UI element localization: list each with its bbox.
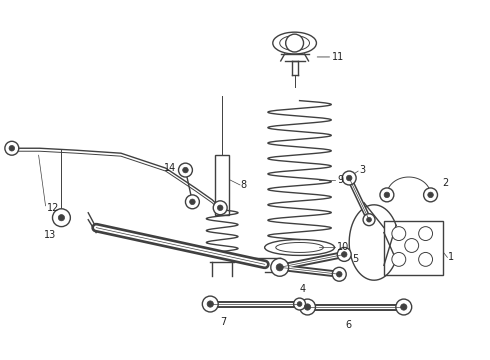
Text: 5: 5 [352,255,358,264]
Text: 3: 3 [359,165,365,175]
Circle shape [52,209,71,227]
Circle shape [384,192,390,198]
Text: 14: 14 [164,163,176,173]
Circle shape [178,163,193,177]
Text: 12: 12 [47,203,59,213]
Text: 6: 6 [345,320,351,330]
Circle shape [218,205,223,211]
Circle shape [401,304,407,310]
Circle shape [342,171,356,185]
Circle shape [297,302,302,306]
Bar [384,221,443,275]
Text: 11: 11 [332,52,344,62]
Circle shape [380,188,394,202]
Text: 7: 7 [220,317,226,327]
Circle shape [428,192,433,198]
Circle shape [418,252,433,266]
Circle shape [299,299,316,315]
Circle shape [276,264,283,271]
Circle shape [207,301,214,307]
Circle shape [183,167,188,173]
Circle shape [363,214,375,226]
Circle shape [392,227,406,240]
Circle shape [346,175,352,181]
Circle shape [367,217,371,222]
Text: 8: 8 [240,180,246,190]
Circle shape [342,252,347,257]
Circle shape [202,296,218,312]
Circle shape [392,252,406,266]
Circle shape [332,267,346,281]
Circle shape [185,195,199,209]
Bar [215,155,229,215]
Circle shape [190,199,195,204]
Circle shape [294,298,306,310]
Text: 10: 10 [337,243,349,252]
Text: 1: 1 [448,252,455,262]
Circle shape [58,215,65,221]
Text: 4: 4 [299,284,306,294]
Circle shape [5,141,19,155]
Circle shape [337,271,342,277]
Circle shape [337,247,351,261]
Text: 13: 13 [44,230,56,239]
Circle shape [396,299,412,315]
Circle shape [286,34,303,52]
Circle shape [418,227,433,240]
Circle shape [271,258,289,276]
Circle shape [9,145,15,151]
Text: 9: 9 [337,175,343,185]
Circle shape [304,304,311,310]
Text: 2: 2 [442,178,449,188]
Circle shape [405,239,418,252]
Circle shape [213,201,227,215]
Circle shape [424,188,438,202]
